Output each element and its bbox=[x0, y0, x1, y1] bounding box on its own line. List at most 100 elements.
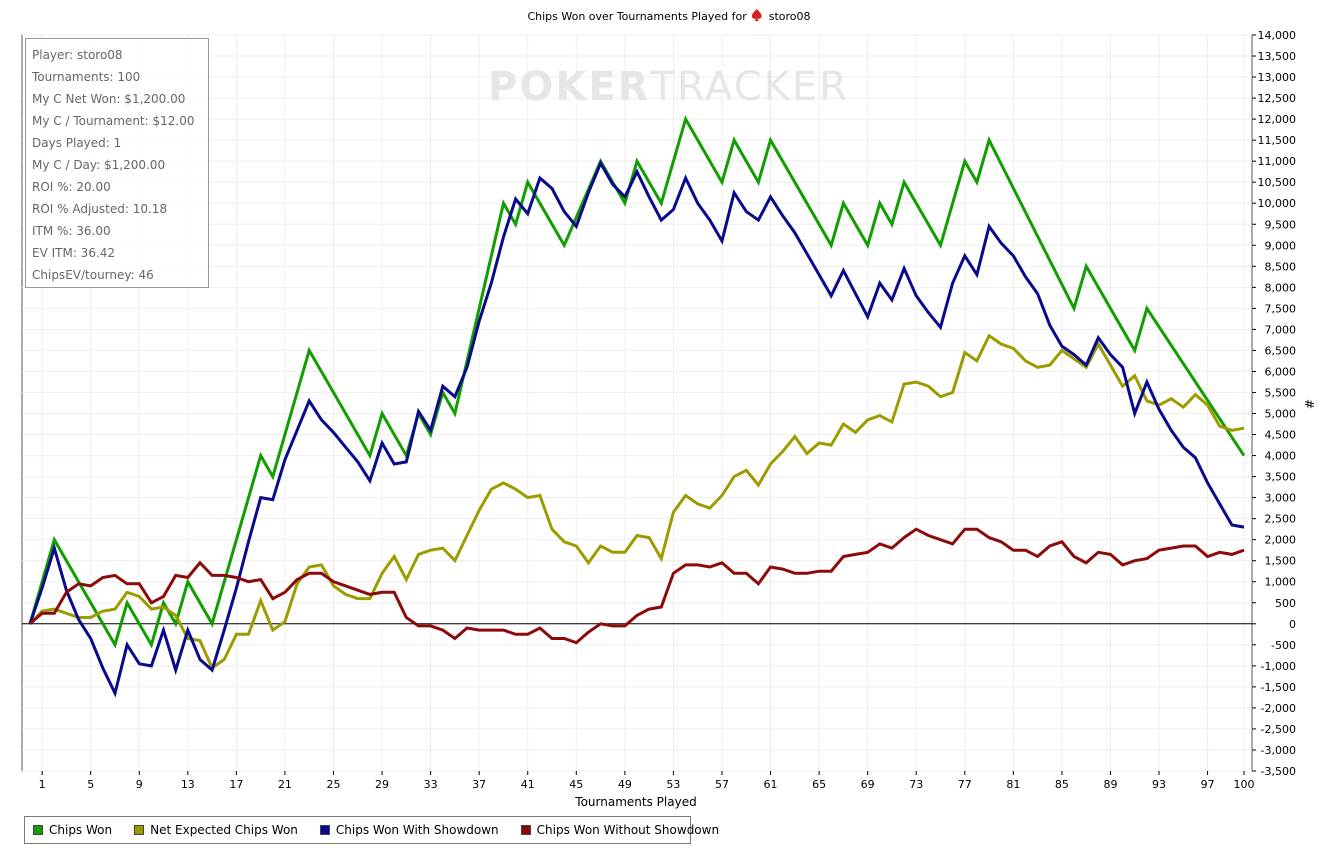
y-tick-label: 5,500 bbox=[1265, 386, 1297, 399]
y-tick-label: 8,500 bbox=[1265, 260, 1297, 273]
y-tick-label: 13,000 bbox=[1258, 71, 1297, 84]
x-tick-label: 9 bbox=[136, 778, 143, 791]
watermark-light: TRACKER bbox=[649, 64, 849, 110]
legend-item: Chips Won bbox=[33, 823, 112, 837]
y-tick-label: -1,000 bbox=[1261, 660, 1296, 673]
legend-label: Chips Won With Showdown bbox=[335, 823, 499, 837]
x-tick-label: 69 bbox=[861, 778, 875, 791]
y-tick-label: 0 bbox=[1289, 618, 1296, 631]
x-tick-label: 17 bbox=[229, 778, 243, 791]
spade-shape bbox=[751, 9, 762, 21]
y-tick-label: 2,500 bbox=[1265, 513, 1297, 526]
y-tick-label: 13,500 bbox=[1258, 50, 1297, 63]
legend-swatch bbox=[520, 825, 531, 835]
series-line-2 bbox=[28, 159, 1245, 698]
x-tick-label: 97 bbox=[1201, 778, 1215, 791]
y-axis-ticks: -3,500 -3,000 -2,500 -2,000 -1,500 -1,000 -500… bbox=[1252, 29, 1296, 778]
x-tick-label: 13 bbox=[181, 778, 195, 791]
legend-label: Chips Won Without Showdown bbox=[536, 823, 720, 837]
spade-icon bbox=[751, 9, 762, 21]
y-tick-label: 6,000 bbox=[1265, 365, 1297, 378]
legend-swatch bbox=[33, 825, 43, 835]
y-tick-label: -3,500 bbox=[1261, 765, 1296, 778]
y-tick-label: 7,000 bbox=[1265, 323, 1297, 336]
svg-text:POKERTRACKER: POKERTRACKER bbox=[488, 64, 849, 110]
x-tick-label: 77 bbox=[958, 778, 972, 791]
stat-row: Player: storo08 bbox=[32, 48, 123, 62]
y-tick-label: 11,000 bbox=[1258, 155, 1297, 168]
y-tick-label: 12,000 bbox=[1258, 113, 1297, 126]
y-tick-label: 6,500 bbox=[1265, 344, 1297, 357]
legend-item: Chips Won Without Showdown bbox=[520, 823, 720, 837]
stats-panel: Player: storo08 Tournaments: 100 My C Net … bbox=[25, 38, 209, 288]
y-tick-label: 7,500 bbox=[1265, 302, 1297, 315]
legend-item: Net Expected Chips Won bbox=[134, 823, 298, 837]
x-tick-label: 1 bbox=[39, 778, 46, 791]
stat-row: My C / Day: $1,200.00 bbox=[32, 158, 166, 172]
y-tick-label: 3,000 bbox=[1265, 492, 1297, 505]
plot-area bbox=[21, 34, 1253, 772]
series-lines bbox=[28, 115, 1246, 698]
x-tick-label: 21 bbox=[278, 778, 292, 791]
y-tick-label: 4,500 bbox=[1265, 429, 1297, 442]
y-tick-label: 1,500 bbox=[1265, 555, 1297, 568]
stat-row: ROI %: 20.00 bbox=[32, 180, 111, 194]
stat-row: ROI % Adjusted: 10.18 bbox=[32, 202, 168, 216]
stat-row: ITM %: 36.00 bbox=[32, 224, 111, 238]
x-tick-label: 37 bbox=[472, 778, 486, 791]
y-tick-label: 14,000 bbox=[1258, 29, 1297, 42]
legend-label: Net Expected Chips Won bbox=[150, 823, 298, 837]
x-tick-label: 57 bbox=[715, 778, 729, 791]
x-tick-label: 93 bbox=[1152, 778, 1166, 791]
y-tick-label: 10,000 bbox=[1258, 197, 1297, 210]
y-tick-label: 9,500 bbox=[1265, 218, 1297, 231]
x-tick-label: 53 bbox=[666, 778, 680, 791]
chart-title: Chips Won over Tournaments Played for st… bbox=[527, 9, 811, 23]
x-tick-label: 25 bbox=[327, 778, 341, 791]
y-tick-label: -2,000 bbox=[1261, 702, 1296, 715]
y-tick-label: -1,500 bbox=[1261, 681, 1296, 694]
x-tick-label: 73 bbox=[909, 778, 923, 791]
y-tick-label: 9,000 bbox=[1265, 239, 1297, 252]
legend-label: Chips Won bbox=[49, 823, 113, 837]
x-tick-label: 41 bbox=[521, 778, 535, 791]
chart-title-text: Chips Won over Tournaments Played for bbox=[527, 10, 747, 23]
x-tick-label: 89 bbox=[1103, 778, 1117, 791]
y-tick-label: 12,500 bbox=[1258, 92, 1297, 105]
stat-row: My C / Tournament: $12.00 bbox=[32, 114, 195, 128]
y-tick-label: -2,500 bbox=[1261, 723, 1296, 736]
x-tick-label: 65 bbox=[812, 778, 826, 791]
stat-row: My C Net Won: $1,200.00 bbox=[32, 92, 186, 106]
y-tick-label: 10,500 bbox=[1258, 176, 1297, 189]
y-tick-label: 1,000 bbox=[1265, 576, 1297, 589]
x-tick-label: 85 bbox=[1055, 778, 1069, 791]
legend-swatch bbox=[134, 825, 145, 835]
x-tick-label: 5 bbox=[87, 778, 94, 791]
y-tick-label: 3,500 bbox=[1265, 471, 1297, 484]
x-tick-label: 45 bbox=[569, 778, 583, 791]
x-tick-label: 33 bbox=[424, 778, 438, 791]
x-tick-label: 100 bbox=[1234, 778, 1255, 791]
x-tick-label: 29 bbox=[375, 778, 389, 791]
y-tick-label: 4,000 bbox=[1265, 450, 1297, 463]
y-tick-label: -500 bbox=[1271, 639, 1296, 652]
chart-title-player: storo08 bbox=[769, 10, 811, 23]
series-line-3 bbox=[29, 527, 1245, 645]
legend-swatch bbox=[319, 825, 330, 835]
y-tick-label: 2,000 bbox=[1265, 534, 1297, 547]
y-tick-label: 8,000 bbox=[1265, 281, 1297, 294]
x-tick-label: 49 bbox=[618, 778, 632, 791]
x-axis-ticks: 1 5 9 13 17 21 25 29 33 37 41 45 49 53 57 61 65 69 73 77 81 8… bbox=[39, 771, 1255, 791]
y-axis-label: # bbox=[1302, 399, 1316, 409]
legend: Chips Won Net Expected Chips Won Chips Won… bbox=[24, 816, 719, 844]
legend-item: Chips Won With Showdown bbox=[319, 823, 499, 837]
stat-row: Tournaments: 100 bbox=[32, 70, 141, 84]
y-tick-label: 500 bbox=[1275, 597, 1296, 610]
series-line-1 bbox=[28, 333, 1245, 671]
x-tick-label: 61 bbox=[764, 778, 778, 791]
plot-frame bbox=[21, 34, 1253, 772]
y-tick-label: 11,500 bbox=[1258, 134, 1297, 147]
y-tick-label: -3,000 bbox=[1261, 744, 1296, 757]
pokertracker-watermark: POKERTRACKER bbox=[488, 64, 849, 110]
